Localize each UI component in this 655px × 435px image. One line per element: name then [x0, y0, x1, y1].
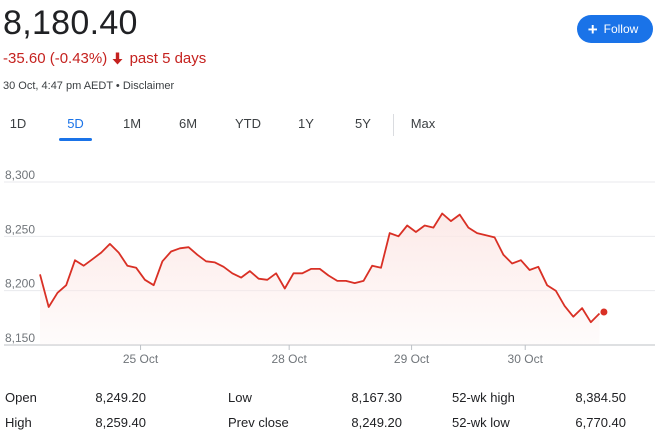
stat-label-low: Low — [228, 390, 252, 405]
quote-timestamp: 30 Oct, 4:47 pm AEDT — [3, 80, 113, 92]
x-tick-label: 30 Oct — [508, 352, 544, 366]
follow-label: Follow — [603, 22, 639, 36]
price-line — [39, 212, 601, 324]
x-tick-label: 28 Oct — [271, 352, 307, 366]
change-value: -35.60 (-0.43%) — [3, 50, 108, 67]
range-tabs: 1D 5D 1M 6M YTD 1Y 5Y Max — [0, 110, 655, 142]
current-price: 8,180.40 — [3, 4, 138, 42]
tab-5y[interactable]: 5Y — [355, 116, 371, 131]
tab-6m[interactable]: 6M — [178, 116, 198, 131]
tab-max[interactable]: Max — [410, 116, 436, 131]
stat-value-52wk-high: 8,384.50 — [575, 390, 626, 405]
stat-label-open: Open — [5, 390, 37, 405]
stat-value-open: 8,249.20 — [95, 390, 146, 405]
stat-label-52wk-high: 52-wk high — [452, 390, 515, 405]
change-period: past 5 days — [129, 50, 207, 67]
stat-label-52wk-low: 52-wk low — [452, 415, 510, 430]
selected-tab-indicator — [59, 138, 92, 141]
stat-value-low: 8,167.30 — [351, 390, 402, 405]
tab-divider — [393, 114, 394, 136]
tab-1d[interactable]: 1D — [9, 116, 27, 131]
price-chart[interactable]: 8,300 8,250 8,200 8,150 25 Oct 28 Oct 29 Oct 30… — [0, 160, 655, 375]
tab-5d[interactable]: 5D — [67, 116, 84, 131]
stat-value-prev-close: 8,249.20 — [351, 415, 402, 430]
tab-1y[interactable]: 1Y — [298, 116, 314, 131]
meta-separator: • — [112, 80, 123, 92]
follow-button[interactable]: + Follow — [577, 15, 653, 43]
x-tick-label: 29 Oct — [394, 352, 430, 366]
last-price-dot — [599, 307, 609, 317]
plus-icon: + — [587, 19, 598, 39]
disclaimer-link[interactable]: Disclaimer — [122, 80, 175, 92]
stat-value-high: 8,259.40 — [95, 415, 146, 430]
stat-label-high: High — [5, 415, 32, 430]
quote-meta: 30 Oct, 4:47 pm AEDT • Disclaimer — [3, 78, 174, 94]
x-tick-label: 25 Oct — [123, 352, 159, 366]
price-change: -35.60 (-0.43%) past 5 days — [3, 49, 206, 71]
price-area-fill — [40, 213, 600, 345]
arrow-down-icon — [112, 51, 123, 71]
tab-1m[interactable]: 1M — [122, 116, 142, 131]
tab-ytd[interactable]: YTD — [235, 116, 261, 131]
stat-label-prev-close: Prev close — [228, 415, 289, 430]
y-tick-label: 8,200 — [5, 277, 35, 291]
stat-value-52wk-low: 6,770.40 — [575, 415, 626, 430]
y-tick-label: 8,150 — [5, 331, 35, 345]
y-tick-label: 8,250 — [5, 222, 35, 236]
y-tick-label: 8,300 — [5, 168, 35, 182]
